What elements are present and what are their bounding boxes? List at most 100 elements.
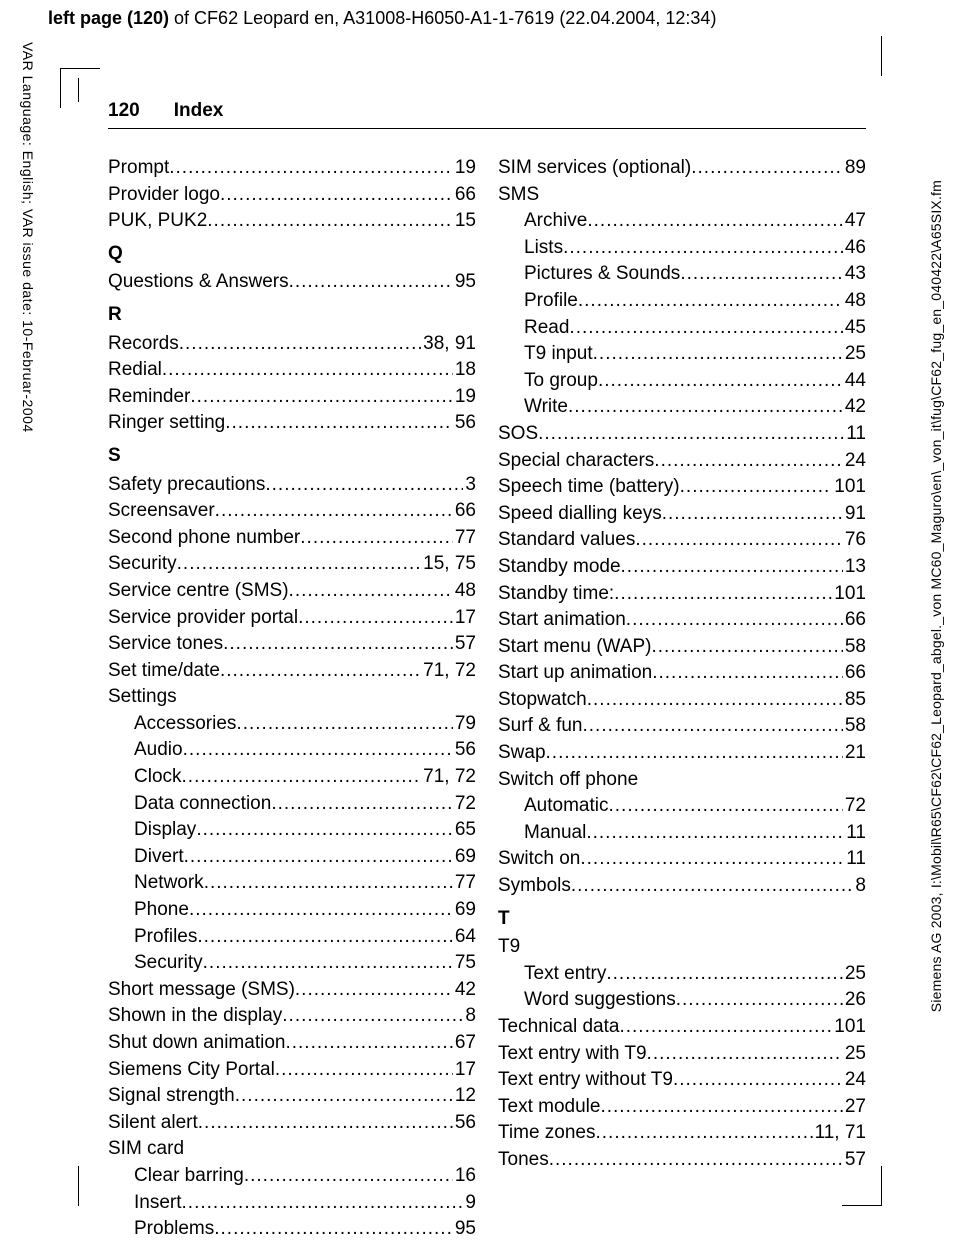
index-entry-label: Security [108,551,177,578]
leader-dots [691,155,843,182]
leader-dots [196,817,453,844]
page-content: 120 Index Prompt 19Provider logo 66PUK, … [108,100,866,1243]
leader-dots [635,527,843,554]
top-header-bold: left page (120) [48,8,169,28]
index-entry-label: Start up animation [498,660,652,687]
index-entry-page: 95 [453,269,476,296]
index-entry-page: 64 [453,924,476,951]
index-entry: Provider logo 66 [108,182,476,209]
index-entry-label: Data connection [134,791,271,818]
index-entry: Text entry 25 [498,961,866,988]
leader-dots [538,421,844,448]
leader-dots [680,261,843,288]
index-entry: Profile 48 [498,288,866,315]
index-entry: Security 15, 75 [108,551,476,578]
index-group-label: SMS [498,182,866,209]
index-section-heading: S [108,443,476,470]
leader-dots [177,551,422,578]
index-entry-page: 9 [463,1190,476,1217]
index-entry-label: Service provider portal [108,605,298,632]
leader-dots [569,315,842,342]
leader-dots [184,844,453,871]
index-entry-page: 17 [453,1057,476,1084]
index-entry-label: Phone [134,897,189,924]
index-entry-label: Symbols [498,873,571,900]
index-entry-label: Speed dialling keys [498,501,662,528]
leader-dots [571,873,854,900]
leader-dots [586,820,844,847]
leader-dots [563,235,843,262]
index-entry-page: 25 [843,961,866,988]
index-columns: Prompt 19Provider logo 66PUK, PUK2 15QQu… [108,155,866,1243]
index-entry-page: 19 [453,155,476,182]
index-entry-label: Word suggestions [524,987,676,1014]
index-entry-label: Problems [134,1216,214,1243]
leader-dots [626,607,843,634]
index-entry-page: 69 [453,844,476,871]
index-entry-label: To group [524,368,598,395]
index-entry-label: Questions & Answers [108,269,289,296]
index-entry: Speech time (battery) 101 [498,474,866,501]
index-entry-page: 66 [453,498,476,525]
top-header: left page (120) of CF62 Leopard en, A310… [48,8,716,29]
index-entry-page: 17 [453,605,476,632]
index-entry: Second phone number 77 [108,525,476,552]
crop-mark [78,1166,80,1206]
index-entry-page: 57 [453,631,476,658]
index-entry: Shut down animation 67 [108,1030,476,1057]
index-entry-page: 65 [453,817,476,844]
leader-dots [651,634,842,661]
leader-dots [580,846,844,873]
index-entry-page: 71, 72 [421,764,476,791]
index-entry-label: Lists [524,235,563,262]
leader-dots [546,740,843,767]
index-entry-page: 77 [453,525,476,552]
index-entry-label: Audio [134,737,183,764]
index-entry-label: Shown in the display [108,1003,282,1030]
index-entry: Clear barring 16 [108,1163,476,1190]
leader-dots [182,1190,464,1217]
index-entry: Data connection 72 [108,791,476,818]
index-entry-page: 56 [453,1110,476,1137]
index-entry-page: 56 [453,737,476,764]
index-entry: Shown in the display 8 [108,1003,476,1030]
index-entry-label: Technical data [498,1014,619,1041]
leader-dots [235,1083,453,1110]
index-entry-label: Service centre (SMS) [108,578,289,605]
page-header: 120 Index [108,100,866,129]
leader-dots [179,331,421,358]
index-entry: Archive 47 [498,208,866,235]
leader-dots [596,1120,813,1147]
index-entry-label: Profiles [134,924,197,951]
index-entry: Service centre (SMS) 48 [108,578,476,605]
index-entry: Accessories 79 [108,711,476,738]
index-entry-label: PUK, PUK2 [108,208,207,235]
index-entry: Time zones 11, 71 [498,1120,866,1147]
index-entry-label: Divert [134,844,184,871]
leader-dots [271,791,453,818]
index-entry-label: Set time/date [108,658,220,685]
index-entry-page: 79 [453,711,476,738]
index-entry: Pictures & Sounds 43 [498,261,866,288]
index-entry-label: Swap [498,740,546,767]
leader-dots [289,578,453,605]
index-entry: Silent alert 56 [108,1110,476,1137]
index-entry-label: Display [134,817,196,844]
index-entry-page: 24 [843,1067,866,1094]
index-entry: Speed dialling keys 91 [498,501,866,528]
index-entry: Set time/date 71, 72 [108,658,476,685]
index-entry-label: Screensaver [108,498,215,525]
leader-dots [549,1147,843,1174]
index-entry: Insert 9 [108,1190,476,1217]
index-entry: Start animation 66 [498,607,866,634]
index-entry-page: 27 [843,1094,866,1121]
index-entry-page: 11 [844,421,866,448]
index-entry: Technical data 101 [498,1014,866,1041]
leader-dots [214,1216,453,1243]
crop-mark [60,68,100,108]
index-entry-page: 11 [844,820,866,847]
index-entry-label: Records [108,331,179,358]
index-entry-label: Stopwatch [498,687,587,714]
index-entry: Symbols 8 [498,873,866,900]
index-entry-page: 69 [453,897,476,924]
